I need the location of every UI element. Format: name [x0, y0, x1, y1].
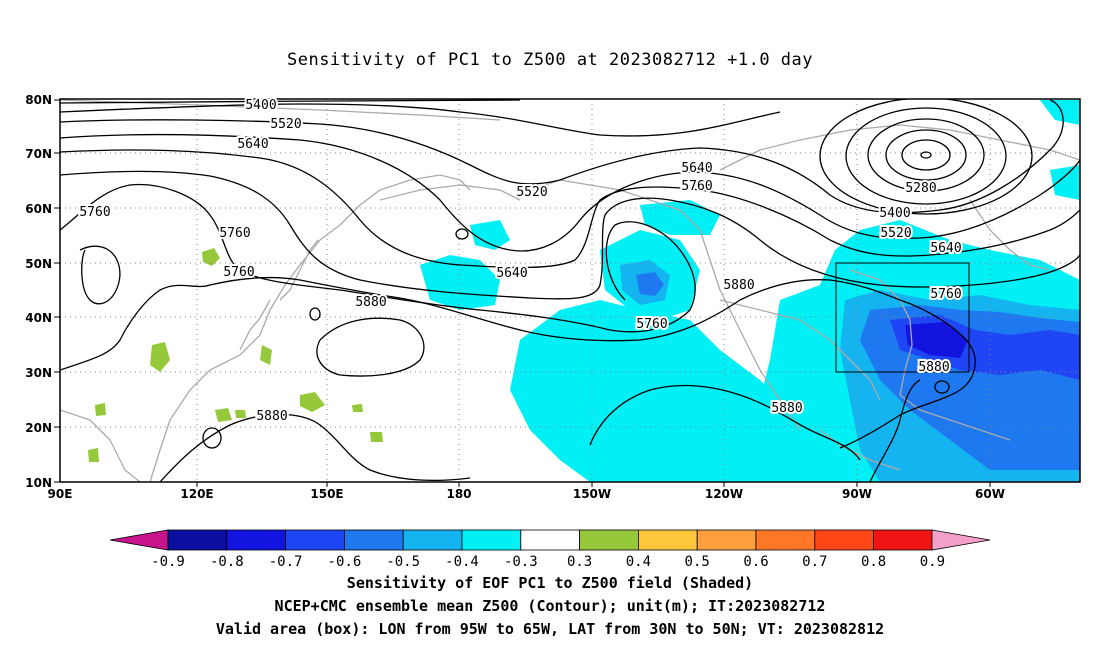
- contour-label: 5640: [930, 241, 961, 256]
- colorbar-cell: [402, 529, 463, 551]
- colorbar-cell: [579, 529, 639, 551]
- colorbar-tick-label: 0.3: [567, 554, 592, 570]
- lon-tick-label: 120E: [180, 487, 213, 501]
- contour-label: 5640: [496, 266, 527, 281]
- colorbar: -0.9 -0.8 -0.7 -0.6 -0.5 -0.4 -0.3 0.3 0.4 0.5 0.6…: [109, 529, 991, 570]
- contour-label: 5520: [270, 117, 301, 132]
- contour-label: 5400: [879, 206, 910, 221]
- colorbar-tick-label: -0.6: [328, 554, 362, 570]
- shade-n-pacific-core: [636, 272, 664, 296]
- lon-tick-label: 180: [446, 487, 471, 501]
- colorbar-cell: [226, 529, 287, 551]
- contour-label: 5760: [930, 287, 961, 302]
- lon-tick-label: 150E: [310, 487, 343, 501]
- colorbar-tick-label: -0.5: [386, 554, 420, 570]
- colorbar-tick-label: 0.4: [626, 554, 651, 570]
- caption-contour: NCEP+CMC ensemble mean Z500 (Contour); u…: [274, 597, 826, 615]
- colorbar-tick-label: -0.8: [210, 554, 244, 570]
- contour-label: 5880: [256, 409, 287, 424]
- shade-bering-cyan: [470, 220, 510, 250]
- colorbar-high-arrow: [931, 529, 991, 551]
- shade-labrador: [1050, 165, 1080, 200]
- colorbar-tick-label: 0.8: [861, 554, 886, 570]
- contour-label: 5760: [636, 317, 667, 332]
- lat-axis: 80N 70N 60N 50N 40N 30N 20N 10N: [25, 93, 60, 490]
- map-plot-area: [60, 99, 1080, 482]
- z500-contours: [60, 99, 1080, 482]
- contour-label: 5880: [771, 401, 802, 416]
- contour-label: 5760: [223, 265, 254, 280]
- contour-label: 5520: [880, 226, 911, 241]
- lat-tick-label: 80N: [25, 93, 52, 107]
- lat-tick-label: 60N: [25, 202, 52, 216]
- contour-label: 5520: [516, 185, 547, 200]
- colorbar-low-arrow: [109, 529, 169, 551]
- colorbar-cell: [873, 529, 933, 551]
- lat-tick-label: 10N: [25, 476, 52, 490]
- colorbar-tick-label: 0.9: [920, 554, 945, 570]
- colorbar-labels: -0.9 -0.8 -0.7 -0.6 -0.5 -0.4 -0.3 0.3 0.4 0.5 0.6…: [151, 554, 945, 570]
- shade-gulf-alaska: [640, 200, 720, 235]
- colorbar-cell: [755, 529, 816, 551]
- caption-valid-area: Valid area (box): LON from 95W to 65W, L…: [215, 620, 885, 638]
- shade-pacific-cyan: [510, 300, 820, 482]
- contour-labels: 5400 5520 5640 5760 5760 5760 5520 5640 …: [77, 96, 963, 426]
- colorbar-tick-label: 0.7: [802, 554, 827, 570]
- colorbar-tick-label: -0.4: [445, 554, 479, 570]
- contour-label: 5640: [681, 161, 712, 176]
- contour-label: 5880: [918, 360, 949, 375]
- lat-tick-label: 20N: [25, 421, 52, 435]
- colorbar-tick-label: -0.9: [151, 554, 185, 570]
- colorbar-cell: [638, 529, 698, 551]
- colorbar-cell: [461, 529, 522, 551]
- contour-label: 5640: [237, 137, 268, 152]
- valid-area-box: [835, 262, 970, 373]
- colorbar-cell: [696, 529, 757, 551]
- colorbar-cell: [814, 529, 874, 551]
- map-frame: [59, 98, 1081, 483]
- lon-tick-label: 90W: [842, 487, 872, 501]
- colorbar-cell: [167, 529, 228, 551]
- lat-tick-label: 50N: [25, 257, 52, 271]
- contour-label: 5760: [79, 205, 110, 220]
- lat-tick-label: 70N: [25, 147, 52, 161]
- lon-tick-label: 150W: [573, 487, 611, 501]
- lon-tick-label: 90E: [48, 487, 73, 501]
- contour-label: 5280: [905, 181, 936, 196]
- contour-label: 5880: [723, 278, 754, 293]
- colorbar-cells: [167, 529, 933, 551]
- map-title: Sensitivity of PC1 to Z500 at 2023082712…: [286, 50, 813, 70]
- lon-axis: 90E 120E 150E 180 150W 120W 90W 60W: [48, 482, 1005, 501]
- caption-shaded: Sensitivity of EOF PC1 to Z500 field (Sh…: [346, 574, 754, 592]
- colorbar-tick-label: -0.7: [269, 554, 303, 570]
- shade-box-core: [905, 322, 968, 358]
- shade-arctic-east: [1040, 100, 1080, 125]
- colorbar-cell: [520, 529, 580, 551]
- contour-label: 5400: [245, 98, 276, 113]
- small-contours: [202, 99, 1033, 449]
- colorbar-tick-label: 0.5: [685, 554, 710, 570]
- colorbar-tick-label: -0.3: [504, 554, 538, 570]
- sensitivity-shading: [420, 100, 1080, 482]
- shade-dateline-cyan: [420, 255, 500, 310]
- colorbar-tick-label: 0.6: [743, 554, 768, 570]
- contour-label: 5760: [219, 226, 250, 241]
- lon-tick-label: 120W: [705, 487, 743, 501]
- lon-tick-label: 60W: [975, 487, 1005, 501]
- contour-label: 5880: [355, 295, 386, 310]
- lat-tick-label: 30N: [25, 366, 52, 380]
- positive-shading: [88, 248, 383, 462]
- lat-tick-label: 40N: [25, 311, 52, 325]
- colorbar-cell: [343, 529, 404, 551]
- contour-label: 5760: [681, 179, 712, 194]
- colorbar-cell: [285, 529, 345, 551]
